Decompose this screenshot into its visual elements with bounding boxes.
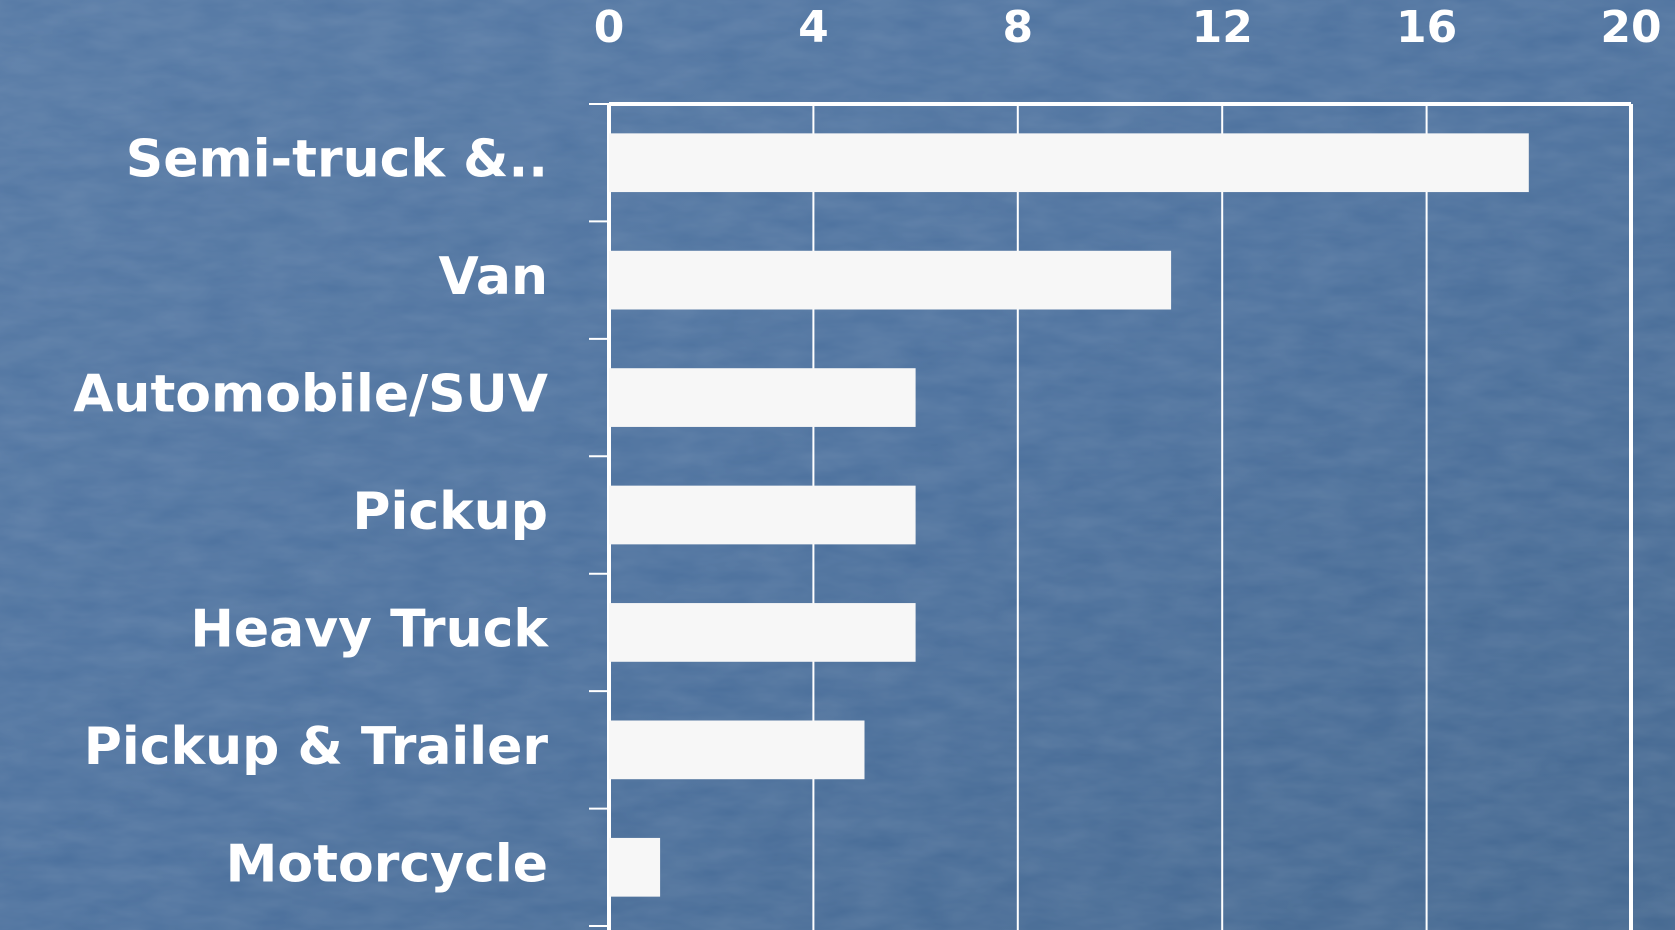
x-tick-label: 4 [798,2,829,53]
x-tick-label: 16 [1396,2,1457,53]
y-tick-label: Pickup & Trailer [84,717,549,777]
y-tick-label: Motorcycle [226,834,548,894]
bar [609,720,865,780]
y-tick-label: Heavy Truck [190,599,549,659]
bar [609,837,661,897]
y-tick-label: Semi-truck &.. [126,130,548,190]
y-tick-label: Pickup [352,482,548,542]
bar [609,133,1529,193]
x-tick-label: 20 [1600,2,1661,53]
x-tick-label: 0 [594,2,625,53]
bar [609,603,916,662]
bar [609,485,916,545]
y-tick-label: Van [438,247,548,307]
x-tick-label: 8 [1002,2,1033,53]
y-tick-label: Automobile/SUV [73,365,548,425]
bar [609,250,1172,310]
bar [609,368,916,427]
x-tick-label: 12 [1192,2,1253,53]
